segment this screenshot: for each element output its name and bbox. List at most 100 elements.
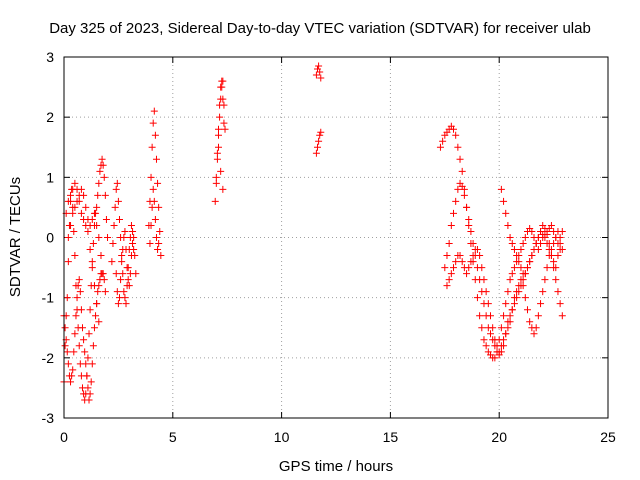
data-point (67, 191, 75, 199)
data-point (541, 276, 549, 284)
data-point (212, 179, 220, 187)
data-point (114, 300, 122, 308)
data-point (211, 197, 219, 205)
data-point (521, 294, 529, 302)
data-point (149, 185, 157, 193)
data-point (473, 246, 481, 254)
data-point (156, 227, 164, 235)
data-point (70, 348, 78, 356)
data-point (71, 179, 79, 187)
data-point (71, 203, 79, 211)
data-point (90, 209, 98, 217)
data-point (478, 264, 486, 272)
data-point (151, 215, 159, 223)
data-point (454, 143, 462, 151)
data-point (80, 336, 88, 344)
data-point (151, 131, 159, 139)
data-point (491, 336, 499, 344)
data-point (127, 221, 135, 229)
data-point (489, 324, 497, 332)
data-point (71, 252, 79, 260)
data-point (94, 191, 102, 199)
data-point (445, 240, 453, 248)
data-point (497, 185, 505, 193)
data-point (312, 71, 320, 79)
data-point (523, 264, 531, 272)
data-point (467, 227, 475, 235)
data-point (312, 149, 320, 157)
data-point (486, 330, 494, 338)
data-point (495, 348, 503, 356)
data-point (90, 324, 98, 332)
data-point (463, 270, 471, 278)
data-point (64, 234, 72, 241)
data-point (77, 209, 85, 217)
data-point (458, 258, 466, 266)
data-point (510, 294, 518, 302)
data-point (537, 227, 545, 235)
data-point (115, 294, 123, 302)
data-point (76, 288, 84, 296)
data-point (92, 312, 100, 320)
data-point (77, 306, 85, 314)
data-point (502, 209, 510, 217)
y-tick-label: 0 (46, 230, 54, 246)
data-point (146, 240, 154, 248)
data-point (75, 342, 83, 350)
data-point (212, 173, 220, 181)
data-point (84, 384, 92, 392)
data-point (147, 173, 155, 181)
data-point (502, 300, 510, 308)
data-point (120, 234, 128, 241)
data-point (152, 234, 160, 241)
data-point (476, 252, 484, 260)
data-markers (60, 62, 566, 404)
data-point (85, 330, 93, 338)
data-point (450, 264, 458, 272)
data-point (465, 215, 473, 223)
data-point (90, 282, 98, 290)
data-point (98, 155, 106, 163)
data-point (456, 155, 464, 163)
data-point (114, 197, 122, 205)
data-point (315, 62, 323, 70)
data-point (75, 276, 83, 284)
data-point (86, 390, 94, 398)
data-point (217, 83, 225, 91)
tick-labels: 0 5 10 15 20 25 -3 -2 -1 0 1 2 3 (42, 49, 616, 445)
data-point (85, 396, 93, 404)
data-point (94, 288, 102, 296)
data-point (130, 246, 138, 254)
data-point (554, 288, 562, 296)
data-point (70, 227, 78, 235)
data-point (86, 306, 94, 314)
data-point (316, 131, 324, 139)
data-point (104, 234, 112, 241)
data-point (502, 330, 510, 338)
plot-frame (63, 56, 609, 419)
data-point (556, 300, 564, 308)
y-tick-label: 2 (46, 109, 54, 125)
data-point (81, 348, 89, 356)
data-point (112, 270, 120, 278)
data-point (547, 246, 555, 254)
data-point (123, 264, 131, 272)
data-point (508, 270, 516, 278)
data-point (93, 203, 101, 211)
data-point (510, 246, 518, 254)
data-point (504, 288, 512, 296)
data-point (541, 224, 549, 232)
data-point (554, 252, 562, 260)
data-point (69, 366, 77, 374)
data-point (484, 300, 492, 308)
data-point (556, 240, 564, 248)
data-point (113, 288, 121, 296)
data-point (452, 131, 460, 139)
data-point (71, 330, 79, 338)
data-point (465, 221, 473, 229)
data-point (154, 179, 162, 187)
x-tick-label: 10 (274, 429, 290, 445)
data-point (61, 324, 69, 332)
data-point (64, 197, 72, 205)
data-point (497, 342, 505, 350)
